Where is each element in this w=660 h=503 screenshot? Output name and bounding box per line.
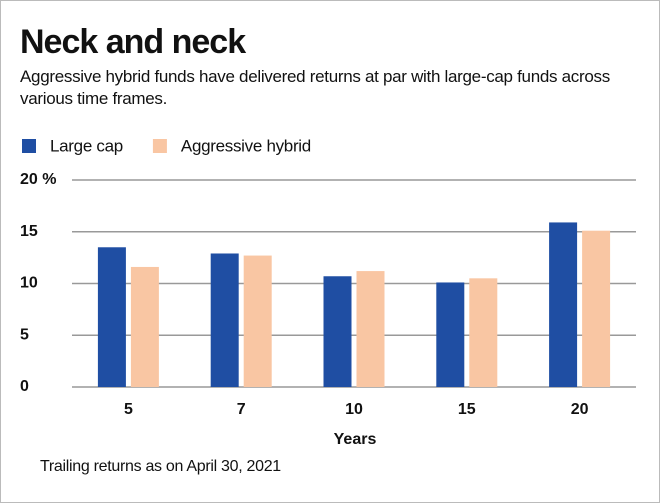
legend-label: Aggressive hybrid bbox=[181, 136, 311, 155]
bar bbox=[356, 271, 385, 387]
y-tick-label: 10 bbox=[20, 275, 38, 292]
x-axis-label: Years bbox=[334, 431, 377, 448]
x-tick-label: 7 bbox=[237, 401, 246, 418]
x-tick-label: 20 bbox=[571, 401, 589, 418]
bar bbox=[97, 247, 126, 387]
legend-swatch bbox=[152, 139, 167, 153]
x-tick-label: 15 bbox=[458, 401, 476, 418]
subtitle-box: Aggressive hybrid funds have delivered r… bbox=[20, 67, 610, 108]
y-tick-label: 0 bbox=[20, 378, 29, 395]
legend-label: Large cap bbox=[50, 136, 123, 155]
bar bbox=[130, 266, 159, 387]
y-tick-label: 15 bbox=[20, 223, 38, 240]
x-tick-label: 10 bbox=[345, 401, 363, 418]
note: Trailing returns as on April 30, 2021 bbox=[40, 458, 281, 475]
bar bbox=[436, 282, 465, 387]
bar bbox=[582, 230, 611, 387]
legend-swatch bbox=[22, 139, 36, 153]
chart-title: Neck and neck bbox=[20, 23, 246, 61]
subtitle: Aggressive hybrid funds have delivered r… bbox=[20, 67, 610, 108]
x-tick-label: 5 bbox=[124, 401, 133, 418]
bar bbox=[323, 276, 352, 387]
bar bbox=[243, 255, 272, 387]
bar bbox=[469, 278, 498, 387]
bar bbox=[210, 253, 239, 387]
y-tick-label: 5 bbox=[20, 326, 29, 343]
y-tick-label: 20 % bbox=[20, 171, 56, 188]
bar bbox=[549, 222, 578, 387]
